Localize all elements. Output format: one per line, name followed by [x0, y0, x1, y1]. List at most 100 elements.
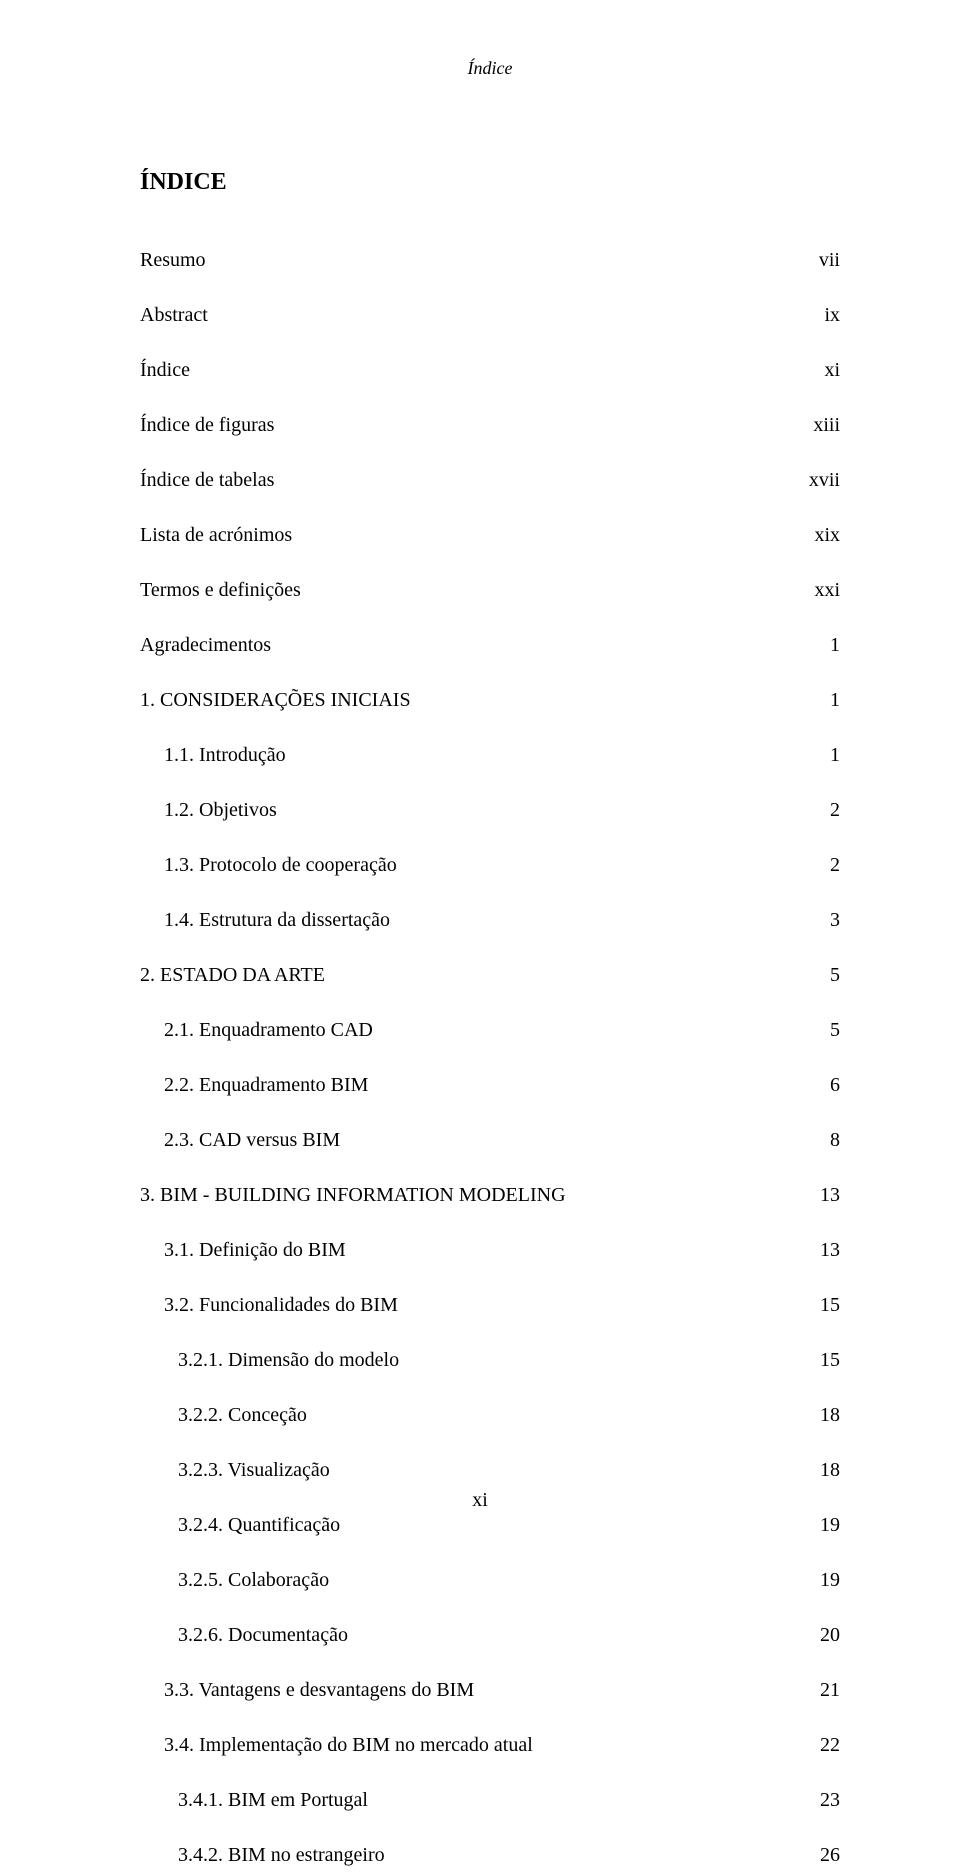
toc-spacer [140, 827, 840, 849]
toc-entry-page: 15 [818, 1289, 840, 1322]
toc-entry-page: 1 [828, 684, 840, 717]
toc-entry-page: 1 [828, 629, 840, 662]
toc-entry: 3.2. Funcionalidades do BIM 15 [140, 1289, 840, 1322]
toc-entry: Agradecimentos 1 [140, 629, 840, 662]
toc-entry-label: 2. ESTADO DA ARTE [140, 959, 325, 992]
toc-entry-label: 3. BIM - BUILDING INFORMATION MODELING [140, 1179, 566, 1212]
toc-entry-label: 2.3. CAD versus BIM [164, 1124, 340, 1157]
toc-spacer [140, 662, 840, 684]
toc-spacer [140, 497, 840, 519]
toc-spacer [140, 1047, 840, 1069]
toc-entry-label: 3.4.1. BIM em Portugal [178, 1784, 368, 1817]
toc-entry-label: Abstract [140, 299, 208, 332]
toc-spacer [140, 387, 840, 409]
toc-entry-page: 8 [828, 1124, 840, 1157]
page-number-footer: xi [0, 1489, 960, 1512]
toc-entry: 3.2.2. Conceção 18 [140, 1399, 840, 1432]
toc-entry-label: Termos e definições [140, 574, 301, 607]
toc-entry-page: 1 [828, 739, 840, 772]
toc-spacer [140, 1102, 840, 1124]
toc-entry-page: xvii [807, 464, 840, 497]
toc-entry-label: 3.2.4. Quantificação [178, 1509, 340, 1542]
toc-entry-label: 3.1. Definição do BIM [164, 1234, 346, 1267]
toc-spacer [140, 277, 840, 299]
toc-entry-label: 3.3. Vantagens e desvantagens do BIM [164, 1674, 474, 1707]
toc-entry: 3.2.1. Dimensão do modelo 15 [140, 1344, 840, 1377]
toc-entry: 3.2.5. Colaboração 19 [140, 1564, 840, 1597]
toc-entry-page: 13 [818, 1234, 840, 1267]
toc-entry-label: Lista de acrónimos [140, 519, 292, 552]
page-title: ÍNDICE [140, 169, 840, 196]
toc-entry-page: 2 [828, 794, 840, 827]
toc-entry-page: 20 [818, 1619, 840, 1652]
table-of-contents: Resumo viiAbstract ixÍndice xiÍndice de … [140, 244, 840, 1872]
toc-entry-page: vii [817, 244, 840, 277]
toc-entry: Lista de acrónimos xix [140, 519, 840, 552]
toc-spacer [140, 1762, 840, 1784]
toc-entry: 1. CONSIDERAÇÕES INICIAIS 1 [140, 684, 840, 717]
toc-entry: 2. ESTADO DA ARTE 5 [140, 959, 840, 992]
toc-entry-page: xix [812, 519, 840, 552]
toc-spacer [140, 1212, 840, 1234]
toc-entry: 3.3. Vantagens e desvantagens do BIM 21 [140, 1674, 840, 1707]
toc-entry-label: 3.4. Implementação do BIM no mercado atu… [164, 1729, 533, 1762]
toc-entry: 1.4. Estrutura da dissertação 3 [140, 904, 840, 937]
toc-spacer [140, 1322, 840, 1344]
toc-spacer [140, 1157, 840, 1179]
toc-entry-page: 5 [828, 1014, 840, 1047]
toc-entry-page: 15 [818, 1344, 840, 1377]
toc-entry-label: 3.4.2. BIM no estrangeiro [178, 1839, 385, 1872]
toc-entry-label: Índice [140, 354, 190, 387]
toc-entry-label: Agradecimentos [140, 629, 271, 662]
toc-entry-page: 22 [818, 1729, 840, 1762]
toc-entry-label: 3.2.3. Visualização [178, 1454, 330, 1487]
toc-spacer [140, 717, 840, 739]
toc-entry-label: 1.3. Protocolo de cooperação [164, 849, 397, 882]
toc-entry-page: xi [822, 354, 840, 387]
toc-entry-page: 26 [818, 1839, 840, 1872]
toc-spacer [140, 442, 840, 464]
toc-entry-page: 23 [818, 1784, 840, 1817]
toc-entry-page: 2 [828, 849, 840, 882]
toc-spacer [140, 1597, 840, 1619]
toc-entry-label: Resumo [140, 244, 206, 277]
toc-entry-label: 1. CONSIDERAÇÕES INICIAIS [140, 684, 411, 717]
page: Índice ÍNDICE Resumo viiAbstract ixÍndic… [0, 0, 960, 1572]
toc-entry: Índice de tabelas xvii [140, 464, 840, 497]
toc-entry-label: 3.2.5. Colaboração [178, 1564, 329, 1597]
toc-entry: 3.4. Implementação do BIM no mercado atu… [140, 1729, 840, 1762]
toc-spacer [140, 1377, 840, 1399]
toc-entry: 1.3. Protocolo de cooperação 2 [140, 849, 840, 882]
toc-entry-page: 21 [818, 1674, 840, 1707]
toc-entry-page: 19 [818, 1564, 840, 1597]
toc-spacer [140, 937, 840, 959]
toc-entry-page: 13 [818, 1179, 840, 1212]
toc-entry-label: 3.2.1. Dimensão do modelo [178, 1344, 399, 1377]
toc-entry-label: 1.1. Introdução [164, 739, 286, 772]
toc-entry: Índice de figuras xiii [140, 409, 840, 442]
toc-entry-label: Índice de tabelas [140, 464, 274, 497]
toc-entry: 3.1. Definição do BIM 13 [140, 1234, 840, 1267]
toc-entry: 1.2. Objetivos 2 [140, 794, 840, 827]
toc-entry-label: 3.2.2. Conceção [178, 1399, 307, 1432]
toc-entry-page: 18 [818, 1399, 840, 1432]
toc-spacer [140, 1432, 840, 1454]
toc-entry: Resumo vii [140, 244, 840, 277]
toc-entry-page: 3 [828, 904, 840, 937]
toc-entry-page: xxi [812, 574, 840, 607]
toc-entry-label: 1.4. Estrutura da dissertação [164, 904, 390, 937]
toc-entry-label: Índice de figuras [140, 409, 274, 442]
toc-spacer [140, 882, 840, 904]
toc-spacer [140, 552, 840, 574]
toc-entry-label: 3.2. Funcionalidades do BIM [164, 1289, 398, 1322]
toc-entry: 1.1. Introdução 1 [140, 739, 840, 772]
toc-spacer [140, 1707, 840, 1729]
toc-spacer [140, 992, 840, 1014]
toc-spacer [140, 1652, 840, 1674]
toc-entry-page: xiii [811, 409, 840, 442]
toc-entry-page: 6 [828, 1069, 840, 1102]
toc-entry-label: 2.1. Enquadramento CAD [164, 1014, 373, 1047]
running-head: Índice [140, 58, 840, 79]
toc-entry: 3.4.1. BIM em Portugal 23 [140, 1784, 840, 1817]
toc-entry: Índice xi [140, 354, 840, 387]
